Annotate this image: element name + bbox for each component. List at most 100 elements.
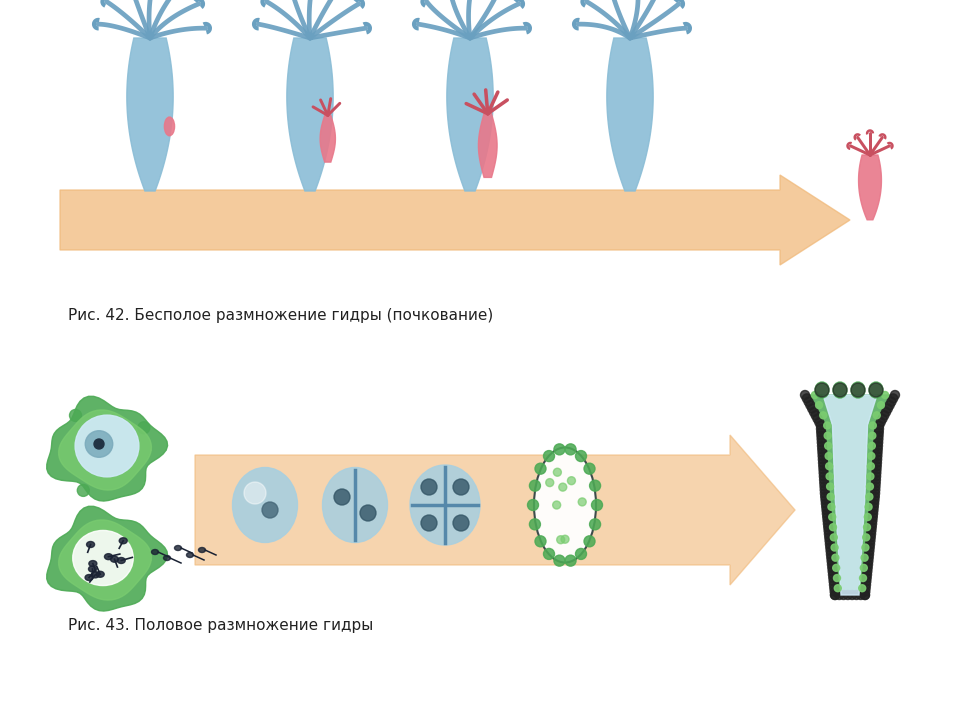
Ellipse shape: [88, 566, 97, 572]
Ellipse shape: [199, 547, 205, 552]
Circle shape: [807, 404, 817, 413]
Circle shape: [820, 479, 828, 487]
Circle shape: [878, 414, 887, 423]
Circle shape: [554, 555, 564, 566]
Circle shape: [262, 502, 278, 518]
Circle shape: [811, 392, 818, 398]
Ellipse shape: [244, 482, 266, 504]
Circle shape: [885, 400, 894, 410]
Circle shape: [824, 422, 830, 429]
Circle shape: [818, 445, 827, 454]
Circle shape: [815, 383, 829, 397]
Circle shape: [801, 390, 809, 400]
Circle shape: [870, 499, 878, 508]
Circle shape: [851, 383, 865, 397]
Circle shape: [874, 412, 880, 419]
Circle shape: [78, 485, 89, 496]
Circle shape: [865, 546, 874, 555]
Circle shape: [863, 534, 870, 541]
Circle shape: [860, 590, 870, 600]
Ellipse shape: [75, 415, 139, 477]
Circle shape: [561, 535, 569, 543]
Circle shape: [830, 590, 839, 600]
Circle shape: [889, 394, 898, 403]
FancyArrow shape: [195, 435, 795, 585]
Circle shape: [869, 509, 877, 518]
Circle shape: [833, 575, 840, 582]
Circle shape: [832, 564, 840, 572]
Ellipse shape: [85, 431, 112, 457]
Circle shape: [869, 505, 878, 515]
Polygon shape: [446, 38, 493, 191]
Circle shape: [875, 428, 883, 437]
Circle shape: [868, 513, 877, 521]
Circle shape: [869, 442, 876, 449]
Circle shape: [870, 422, 876, 429]
Circle shape: [826, 543, 835, 552]
Polygon shape: [607, 38, 653, 191]
Circle shape: [94, 439, 104, 449]
Circle shape: [553, 501, 561, 509]
Circle shape: [872, 465, 881, 474]
Circle shape: [871, 482, 880, 491]
Circle shape: [589, 519, 601, 530]
Circle shape: [822, 505, 831, 515]
Ellipse shape: [89, 561, 97, 567]
Circle shape: [565, 444, 576, 455]
Polygon shape: [809, 395, 891, 595]
Ellipse shape: [119, 538, 128, 544]
Circle shape: [819, 469, 828, 477]
Circle shape: [828, 560, 836, 569]
Circle shape: [584, 536, 595, 546]
Circle shape: [871, 485, 879, 495]
Circle shape: [870, 495, 879, 505]
Circle shape: [865, 543, 875, 552]
Circle shape: [861, 554, 868, 561]
Circle shape: [828, 567, 837, 576]
Circle shape: [875, 421, 884, 430]
Circle shape: [819, 465, 828, 474]
Circle shape: [862, 577, 871, 586]
Circle shape: [421, 515, 437, 531]
Polygon shape: [858, 155, 881, 220]
Circle shape: [825, 442, 831, 449]
Circle shape: [877, 402, 884, 409]
Circle shape: [843, 590, 852, 600]
Polygon shape: [823, 395, 877, 595]
Circle shape: [820, 475, 828, 485]
Circle shape: [823, 516, 832, 525]
Circle shape: [821, 495, 830, 505]
Circle shape: [831, 544, 838, 551]
Polygon shape: [59, 410, 152, 490]
Circle shape: [866, 540, 875, 549]
Circle shape: [815, 418, 824, 427]
Circle shape: [867, 523, 876, 531]
Circle shape: [453, 515, 469, 531]
Circle shape: [864, 557, 873, 566]
Circle shape: [825, 533, 833, 542]
Circle shape: [819, 459, 828, 467]
Ellipse shape: [534, 448, 596, 562]
Circle shape: [828, 574, 838, 582]
Circle shape: [827, 550, 835, 559]
Circle shape: [360, 505, 376, 521]
Circle shape: [817, 438, 827, 447]
Circle shape: [861, 584, 870, 593]
Circle shape: [545, 479, 554, 487]
Circle shape: [873, 459, 881, 467]
Ellipse shape: [73, 531, 133, 585]
Circle shape: [872, 475, 880, 485]
Circle shape: [866, 493, 873, 500]
Circle shape: [863, 563, 873, 572]
Circle shape: [868, 519, 876, 528]
Circle shape: [866, 533, 876, 542]
Ellipse shape: [86, 541, 95, 547]
Circle shape: [828, 557, 836, 566]
Circle shape: [826, 463, 832, 469]
Circle shape: [833, 383, 847, 397]
Circle shape: [820, 485, 829, 495]
Polygon shape: [127, 38, 173, 191]
Circle shape: [873, 448, 882, 457]
Circle shape: [334, 489, 350, 505]
Ellipse shape: [91, 572, 99, 578]
